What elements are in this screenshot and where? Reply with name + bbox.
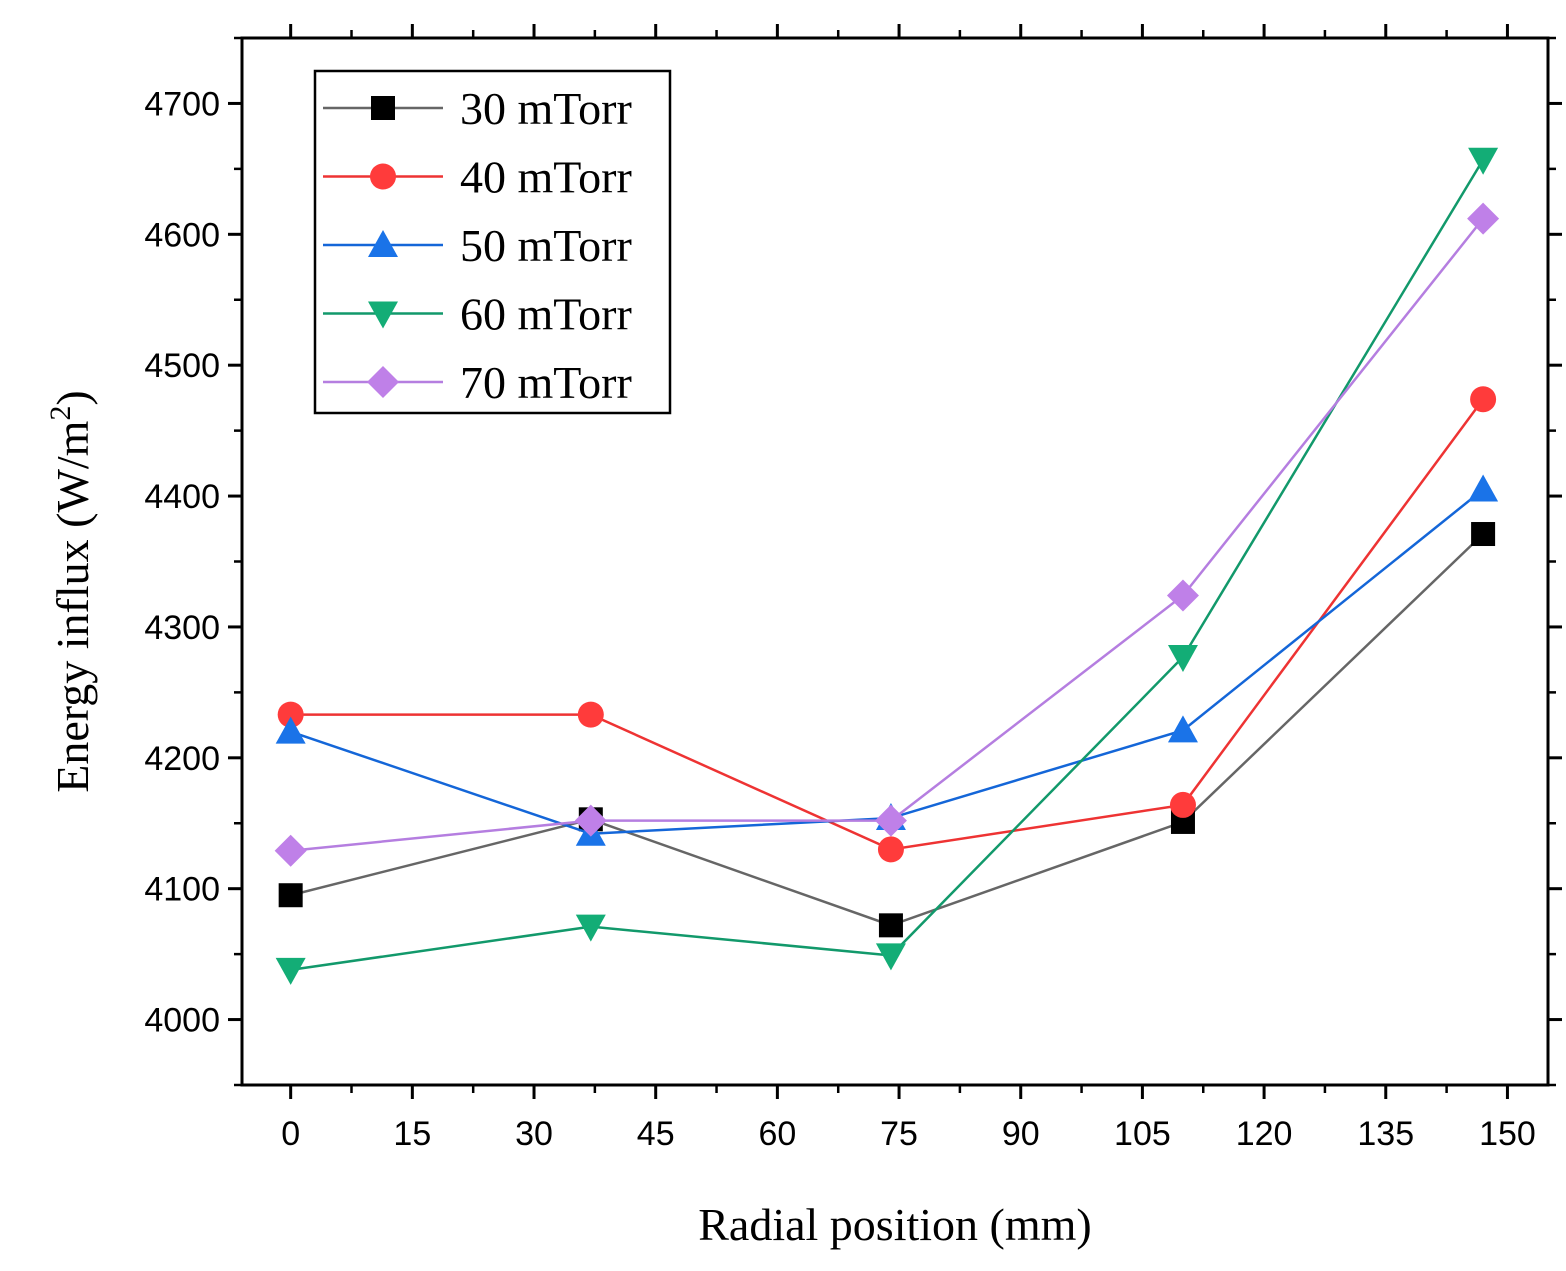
legend-marker	[367, 366, 399, 398]
data-point	[1468, 147, 1499, 175]
x-tick-label: 0	[281, 1115, 300, 1153]
data-point	[874, 804, 907, 837]
y-axis-label-close: )	[47, 390, 98, 405]
x-tick-label: 30	[515, 1115, 553, 1153]
x-tick-label: 120	[1236, 1115, 1293, 1153]
legend-item: 40 mTorr	[323, 152, 632, 203]
x-tick-label: 75	[880, 1115, 918, 1153]
data-point	[1470, 386, 1497, 413]
series-40-mtorr	[277, 386, 1497, 863]
data-point	[278, 883, 303, 908]
data-point	[877, 836, 904, 863]
data-point	[277, 701, 304, 728]
series-50-mtorr	[275, 474, 1499, 846]
data-point	[577, 701, 604, 728]
legend-label: 70 mTorr	[460, 357, 632, 408]
data-point	[275, 716, 306, 744]
y-tick-label: 4300	[144, 609, 220, 647]
legend-marker	[370, 163, 396, 190]
x-tick-label: 60	[758, 1115, 796, 1153]
data-point	[1167, 715, 1198, 743]
y-tick-label: 4500	[144, 347, 220, 385]
legend-label: 50 mTorr	[460, 220, 632, 271]
y-tick-label: 4100	[144, 871, 220, 909]
series-70-mtorr	[274, 202, 1500, 867]
legend-label: 40 mTorr	[460, 152, 632, 203]
legend-item: 60 mTorr	[323, 289, 632, 340]
x-tick-label: 45	[637, 1115, 675, 1153]
legend-marker	[368, 301, 398, 329]
data-point	[274, 834, 307, 867]
data-point	[1467, 202, 1500, 235]
y-tick-label: 4700	[144, 85, 220, 123]
series-line	[290, 533, 1484, 927]
x-tick-label: 15	[393, 1115, 431, 1153]
x-axis-label: Radial position (mm)	[698, 1199, 1092, 1250]
legend-item: 30 mTorr	[323, 83, 632, 134]
legend-item: 70 mTorr	[323, 357, 632, 408]
legend-marker	[368, 230, 398, 257]
data-point	[1167, 645, 1198, 673]
y-axis-label-superscript: 2	[44, 406, 77, 421]
data-point	[1471, 522, 1496, 547]
series-layer	[274, 147, 1500, 985]
y-tick-label: 4600	[144, 216, 220, 254]
x-tick-label: 90	[1002, 1115, 1040, 1153]
data-point	[878, 913, 903, 938]
y-tick-label: 4400	[144, 478, 220, 516]
data-point	[1166, 579, 1199, 612]
y-tick-label: 4200	[144, 740, 220, 778]
data-point	[574, 804, 607, 837]
data-point	[1468, 474, 1499, 502]
legend: 30 mTorr 40 mTorr 50 mTorr 60 mTorr 70 mTorr	[313, 69, 672, 415]
legend-marker	[371, 96, 395, 120]
data-point	[875, 943, 906, 971]
y-axis-label: Energy influx (W/m2)	[44, 390, 98, 793]
data-point	[575, 914, 606, 942]
series-30-mtorr	[278, 522, 1496, 938]
legend-box	[313, 69, 672, 415]
data-point	[275, 957, 306, 985]
x-tick-label: 150	[1479, 1115, 1536, 1153]
series-line	[290, 488, 1484, 835]
legend-item: 50 mTorr	[323, 220, 632, 271]
y-axis-label-main: Energy influx (W/m	[47, 420, 98, 792]
series-60-mtorr	[275, 147, 1499, 985]
series-line	[290, 398, 1485, 851]
x-tick-label: 105	[1114, 1115, 1171, 1153]
legend-label: 60 mTorr	[460, 289, 632, 340]
y-tick-label: 4000	[144, 1002, 220, 1040]
x-tick-label: 135	[1357, 1115, 1414, 1153]
axis-ticks: 0 15 30 45 60 75 90 105 120 135 150 4000 4100 4200 430…	[144, 24, 1562, 1153]
data-point	[1169, 791, 1196, 818]
legend-label: 30 mTorr	[460, 83, 632, 134]
